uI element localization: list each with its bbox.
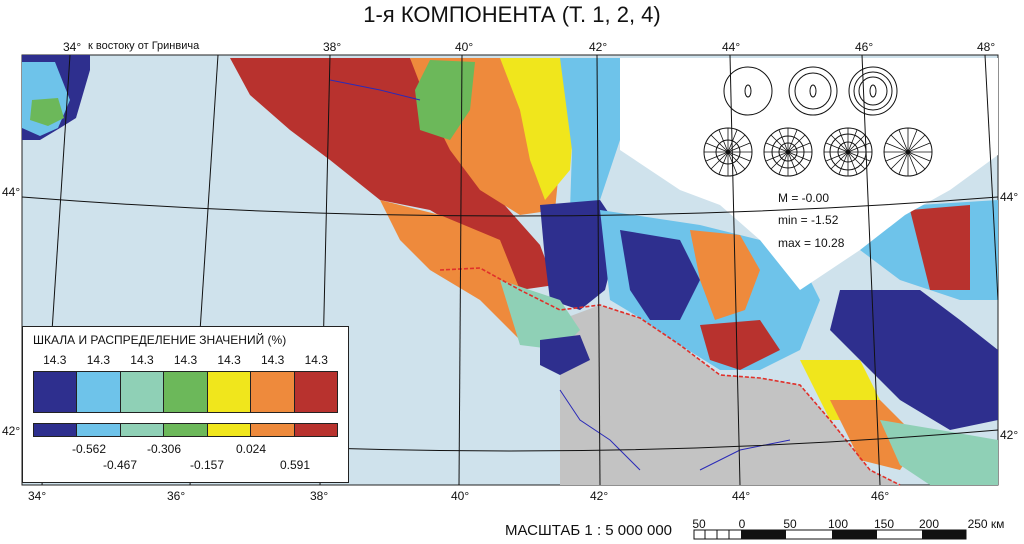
legend-break: 0.591 — [279, 458, 311, 472]
scale-tick: 50 — [783, 517, 797, 531]
legend-percent: 14.3 — [43, 353, 67, 367]
legend-percent: 14.3 — [217, 353, 241, 367]
lat-label: 44° — [2, 185, 21, 199]
lon-label: 48° — [977, 40, 996, 54]
scale-label: МАСШТАБ 1 : 5 000 000 — [505, 522, 673, 539]
scale-tick: 150 — [873, 517, 895, 531]
lon-label: 42° — [590, 489, 609, 503]
legend-strip-cell — [294, 424, 337, 436]
lon-label: 46° — [855, 40, 874, 54]
stat-mean: M = -0.00 — [778, 191, 830, 205]
lon-label: 46° — [871, 489, 890, 503]
scale-tick: 250 км — [967, 517, 1005, 531]
legend-break: -0.562 — [71, 442, 107, 456]
rivers — [329, 79, 791, 471]
legend-percent: 14.3 — [130, 353, 154, 367]
legend-title: ШКАЛА И РАСПРЕДЕЛЕНИЕ ЗНАЧЕНИЙ (%) — [33, 333, 287, 347]
graticule — [21, 54, 999, 486]
lon-label: 40° — [451, 489, 470, 503]
legend-swatch — [34, 372, 78, 412]
legend-percent: 14.3 — [173, 353, 198, 367]
lon-label: 34° — [28, 489, 47, 503]
legend-swatch — [77, 372, 121, 412]
legend-strip-cell — [207, 424, 252, 436]
lon-label: 36° — [167, 489, 186, 503]
scale-tick: 200 — [918, 517, 940, 531]
lat-label: 42° — [1000, 428, 1019, 442]
legend-swatch — [251, 372, 295, 412]
legend-percent: 14.3 — [86, 353, 111, 367]
page-title: 1-я КОМПОНЕНТА (Т. 1, 2, 4) — [363, 2, 661, 27]
lon-label: 38° — [323, 40, 342, 54]
lon-label: 44° — [722, 40, 741, 54]
legend-swatch — [207, 372, 252, 412]
legend-strip-cell — [34, 424, 78, 436]
lon-label: 44° — [732, 489, 751, 503]
land-outside — [560, 305, 900, 485]
scale-tick: 0 — [738, 517, 746, 531]
legend-swatch — [164, 372, 208, 412]
stat-max: max = 10.28 — [778, 236, 845, 250]
scale-tick: 50 — [692, 517, 706, 531]
legend-break: -0.157 — [189, 458, 225, 472]
legend-strip-cell — [251, 424, 295, 436]
legend-break: -0.467 — [102, 458, 138, 472]
lon-label: 38° — [310, 489, 329, 503]
legend-percent: 14.3 — [304, 353, 328, 367]
legend-percent-row: 14.3 14.3 14.3 14.3 14.3 14.3 14.3 — [33, 353, 338, 367]
lon-label: 42° — [589, 40, 608, 54]
lon-caption: к востоку от Гринвича — [88, 40, 200, 52]
legend-percent: 14.3 — [261, 353, 285, 367]
lon-label: 40° — [455, 40, 474, 54]
stat-min: min = -1.52 — [778, 213, 839, 227]
legend-strip-cell — [77, 424, 121, 436]
scale-tick: 100 — [827, 517, 849, 531]
lat-label: 42° — [2, 424, 21, 438]
lon-label: 34° — [63, 40, 82, 54]
legend-color-swatches — [33, 371, 338, 413]
legend-swatch — [120, 372, 165, 412]
lat-label: 44° — [1000, 190, 1019, 204]
legend-color-strip — [33, 423, 338, 437]
legend-strip-cell — [120, 424, 165, 436]
legend-strip-cell — [164, 424, 208, 436]
legend-break: -0.306 — [146, 442, 182, 456]
legend-break: 0.024 — [235, 442, 267, 456]
legend-swatch — [294, 372, 337, 412]
scale-bar — [693, 529, 967, 540]
legend: ШКАЛА И РАСПРЕДЕЛЕНИЕ ЗНАЧЕНИЙ (%) 14.3 … — [22, 326, 349, 483]
info-panel — [620, 58, 998, 290]
state-border — [439, 267, 901, 486]
